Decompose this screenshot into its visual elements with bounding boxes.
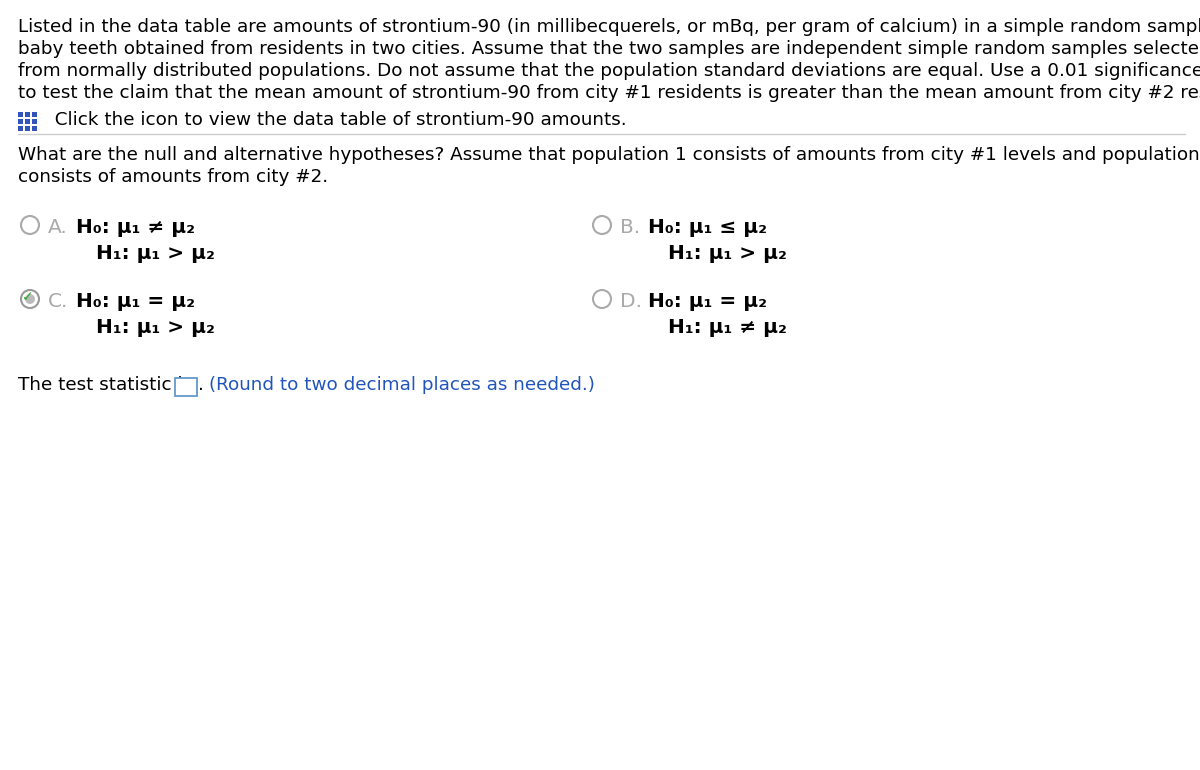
FancyBboxPatch shape bbox=[32, 119, 37, 124]
Circle shape bbox=[25, 294, 35, 304]
Text: Listed in the data table are amounts of strontium-90 (in millibecquerels, or mBq: Listed in the data table are amounts of … bbox=[18, 18, 1200, 36]
FancyBboxPatch shape bbox=[32, 126, 37, 131]
Text: H₀: μ₁ ≠ μ₂: H₀: μ₁ ≠ μ₂ bbox=[76, 218, 194, 237]
FancyBboxPatch shape bbox=[25, 119, 30, 124]
Text: The test statistic is: The test statistic is bbox=[18, 376, 192, 394]
FancyBboxPatch shape bbox=[18, 112, 23, 117]
Text: (Round to two decimal places as needed.): (Round to two decimal places as needed.) bbox=[203, 376, 595, 394]
Text: H₁: μ₁ > μ₂: H₁: μ₁ > μ₂ bbox=[96, 244, 215, 263]
Text: H₀: μ₁ ≤ μ₂: H₀: μ₁ ≤ μ₂ bbox=[648, 218, 767, 237]
Text: A.: A. bbox=[48, 218, 67, 237]
Text: What are the null and alternative hypotheses? Assume that population 1 consists : What are the null and alternative hypoth… bbox=[18, 146, 1200, 164]
Text: baby teeth obtained from residents in two cities. Assume that the two samples ar: baby teeth obtained from residents in tw… bbox=[18, 40, 1200, 58]
Text: H₀: μ₁ = μ₂: H₀: μ₁ = μ₂ bbox=[76, 292, 194, 311]
Text: H₀: μ₁ = μ₂: H₀: μ₁ = μ₂ bbox=[648, 292, 767, 311]
Text: H₁: μ₁ > μ₂: H₁: μ₁ > μ₂ bbox=[668, 244, 787, 263]
FancyBboxPatch shape bbox=[25, 126, 30, 131]
Text: D.: D. bbox=[620, 292, 642, 311]
Text: .: . bbox=[198, 376, 204, 394]
Text: ✓: ✓ bbox=[22, 290, 34, 304]
FancyBboxPatch shape bbox=[25, 112, 30, 117]
FancyBboxPatch shape bbox=[18, 119, 23, 124]
Text: Click the icon to view the data table of strontium-90 amounts.: Click the icon to view the data table of… bbox=[43, 111, 626, 129]
Text: to test the claim that the mean amount of strontium-90 from city #1 residents is: to test the claim that the mean amount o… bbox=[18, 84, 1200, 102]
Text: H₁: μ₁ > μ₂: H₁: μ₁ > μ₂ bbox=[96, 318, 215, 337]
Text: C.: C. bbox=[48, 292, 68, 311]
Text: H₁: μ₁ ≠ μ₂: H₁: μ₁ ≠ μ₂ bbox=[668, 318, 787, 337]
FancyBboxPatch shape bbox=[18, 126, 23, 131]
Text: B.: B. bbox=[620, 218, 640, 237]
Text: from normally distributed populations. Do not assume that the population standar: from normally distributed populations. D… bbox=[18, 62, 1200, 80]
FancyBboxPatch shape bbox=[32, 112, 37, 117]
Text: consists of amounts from city #2.: consists of amounts from city #2. bbox=[18, 168, 328, 186]
FancyBboxPatch shape bbox=[175, 378, 197, 396]
